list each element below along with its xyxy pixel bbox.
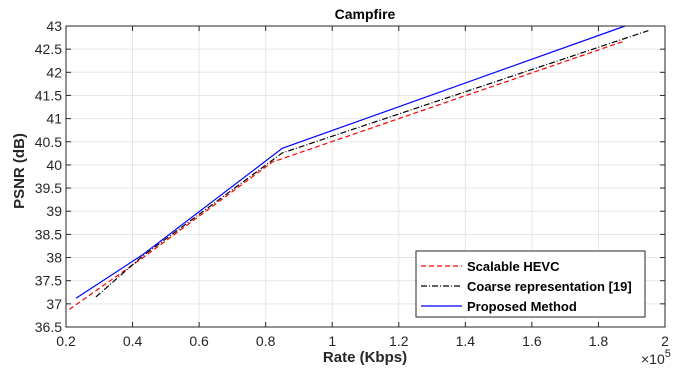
x-tick-label: 0.6 — [189, 333, 209, 349]
y-tick-label: 39.5 — [35, 180, 62, 196]
y-tick-label: 40.5 — [35, 134, 62, 150]
legend-label-1: Scalable HEVC — [467, 259, 560, 274]
y-tick-label: 39 — [46, 203, 62, 219]
x-tick-label: 2 — [661, 333, 669, 349]
x-tick-label: 0.8 — [256, 333, 276, 349]
y-axis-label: PSNR (dB) — [11, 133, 28, 209]
x-tick-label: 1 — [328, 333, 336, 349]
y-tick-label: 41 — [46, 111, 62, 127]
plot-frame — [65, 25, 666, 328]
series-layer — [68, 25, 649, 310]
x-tick-label: 1.6 — [522, 333, 542, 349]
y-tick-label: 42.5 — [35, 41, 62, 57]
y-tick-label: 36.5 — [35, 319, 62, 335]
series-line-1 — [68, 40, 626, 310]
tick-layer: 0.2 0.4 0.6 0.8 1 1.2 1.4 1.6 1.8 2 36.5 37 37.5 38 38… — [35, 18, 669, 349]
x-tick-label: 0.4 — [123, 333, 143, 349]
x-tick-label: 1.2 — [389, 333, 409, 349]
y-tick-label: 38.5 — [35, 226, 62, 242]
x-tick-label: 1.4 — [456, 333, 476, 349]
legend-label-3: Proposed Method — [467, 299, 577, 314]
x-axis-label: Rate (Kbps) — [323, 349, 407, 366]
y-tick-label: 41.5 — [35, 87, 62, 103]
x-axis-multiplier-exponent: 5 — [665, 348, 671, 360]
series-line-2 — [95, 30, 649, 298]
y-tick-label: 40 — [46, 157, 62, 173]
series-line-3 — [75, 25, 626, 299]
y-tick-label: 37 — [46, 296, 62, 312]
legend-label-2: Coarse representation [19] — [467, 279, 632, 294]
legend: Scalable HEVC Coarse representation [19] P… — [415, 250, 646, 318]
y-tick-label: 42 — [46, 64, 62, 80]
y-tick-label: 43 — [46, 18, 62, 34]
x-tick-label: 1.8 — [589, 333, 609, 349]
y-tick-label: 37.5 — [35, 273, 62, 289]
x-tick-label: 0.2 — [56, 333, 76, 349]
chart-title: Campfire — [335, 6, 396, 22]
x-axis-multiplier-base: ×10 — [641, 351, 665, 367]
y-tick-label: 38 — [46, 250, 62, 266]
x-axis-multiplier: ×105 — [641, 348, 671, 367]
